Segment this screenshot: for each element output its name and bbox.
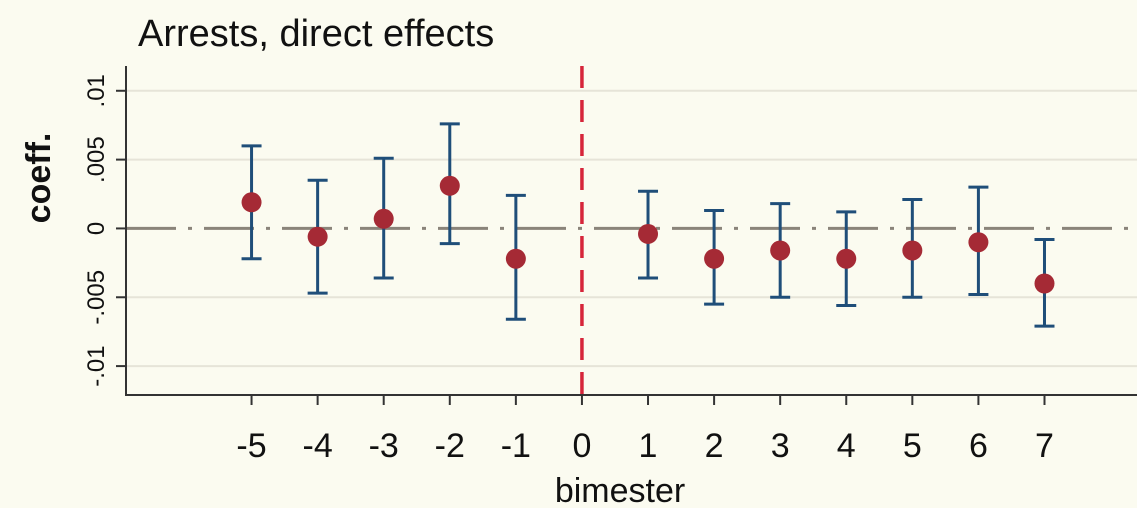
data-point (308, 227, 328, 247)
data-point (770, 240, 790, 260)
y-tick-label: -.01 (83, 345, 110, 386)
x-tick-label: 5 (903, 427, 922, 465)
y-tick-label: 0 (83, 222, 110, 235)
data-point (902, 240, 922, 260)
data-point (242, 192, 262, 212)
x-tick-label: -1 (501, 427, 531, 465)
x-tick-label: 4 (837, 427, 856, 465)
y-tick-label: -.005 (83, 270, 110, 325)
data-point (506, 249, 526, 269)
x-tick-label: 1 (639, 427, 658, 465)
data-point (638, 224, 658, 244)
y-tick-label: .01 (83, 74, 110, 107)
x-tick-label: 0 (572, 427, 591, 465)
x-tick-label: 3 (771, 427, 790, 465)
data-point (374, 209, 394, 229)
y-tick-label: .005 (83, 136, 110, 183)
y-axis-label: coeff. (20, 133, 58, 224)
data-point (836, 249, 856, 269)
x-tick-label: 6 (969, 427, 988, 465)
data-point (1034, 273, 1054, 293)
x-axis-label: bimester (555, 472, 685, 508)
x-tick-label: -5 (236, 427, 266, 465)
x-tick-label: -3 (369, 427, 399, 465)
x-tick-label: 2 (705, 427, 724, 465)
data-point (704, 249, 724, 269)
chart-title: Arrests, direct effects (138, 13, 494, 55)
data-point (968, 232, 988, 252)
x-tick-label: 7 (1035, 427, 1054, 465)
x-tick-label: -2 (435, 427, 465, 465)
x-tick-label: -4 (303, 427, 333, 465)
data-point (440, 176, 460, 196)
